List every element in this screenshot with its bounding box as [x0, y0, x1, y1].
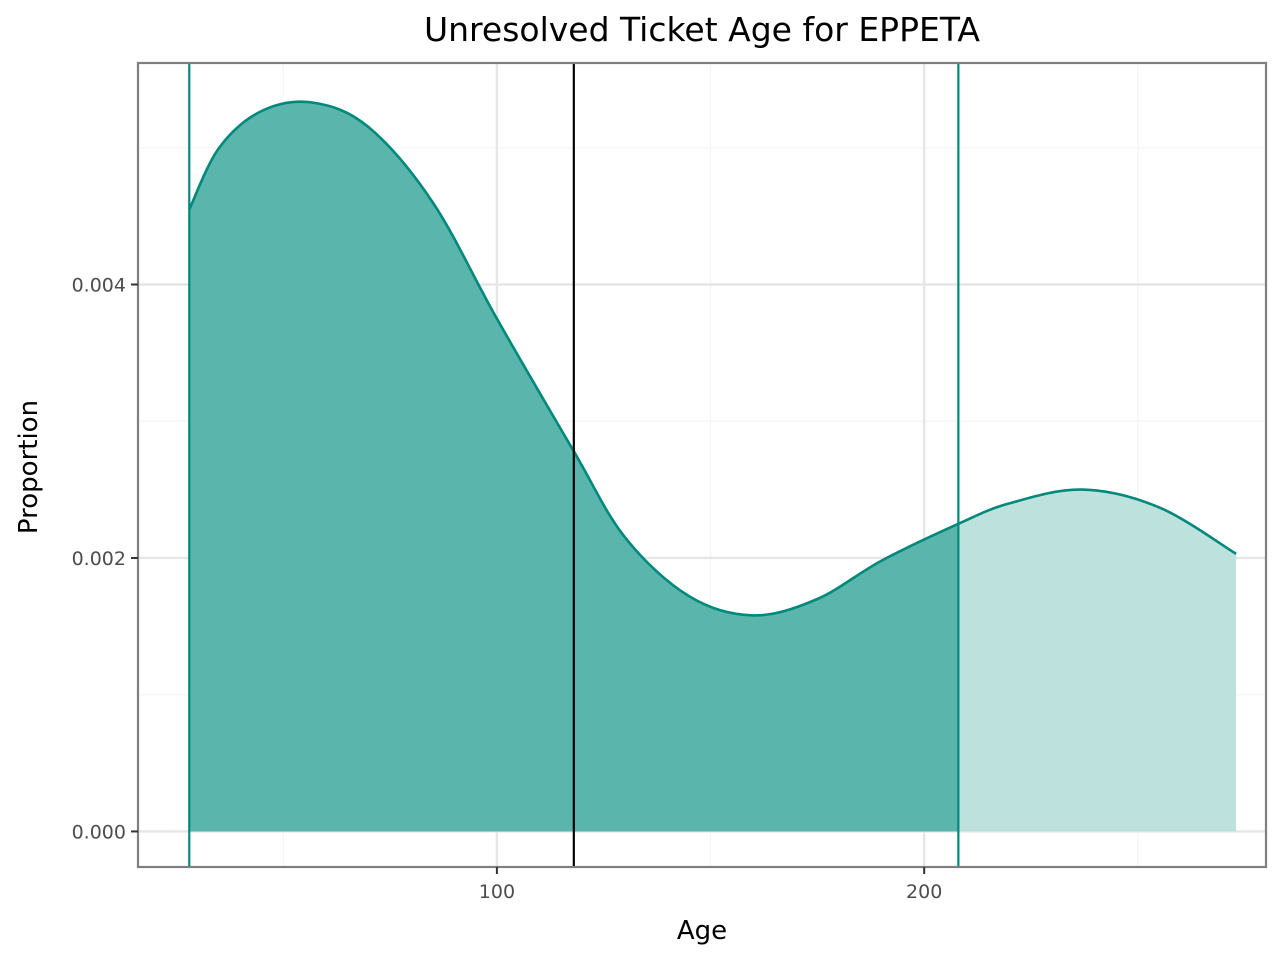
- panel-border: [136, 61, 1268, 869]
- x-tick-label: 100: [479, 881, 515, 903]
- y-tick-label: 0.004: [72, 275, 126, 297]
- x-axis-label: Age: [677, 916, 727, 946]
- chart-title: Unresolved Ticket Age for EPPETA: [424, 10, 980, 49]
- y-tick-label: 0.000: [72, 821, 126, 843]
- y-axis-label: Proportion: [14, 400, 44, 534]
- density-line: [188, 100, 1237, 617]
- y-tick-label: 0.002: [72, 548, 126, 570]
- plot-area: 100 200 0.000 0.002 0.004: [72, 61, 1268, 903]
- x-tick-label: 200: [906, 881, 942, 903]
